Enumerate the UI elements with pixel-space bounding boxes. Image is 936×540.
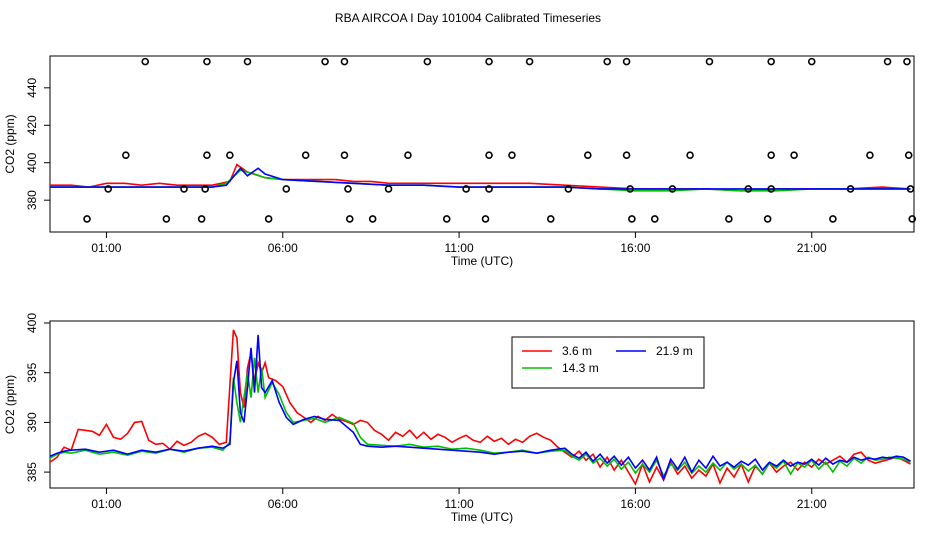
calibration-point xyxy=(628,215,636,223)
calibration-point xyxy=(790,151,798,160)
calibration-point xyxy=(763,215,772,223)
x-tick-label: 11:00 xyxy=(445,497,474,511)
calibration-point xyxy=(705,57,714,66)
y-axis-label: CO2 (ppm) xyxy=(3,375,17,434)
y-tick-label: 440 xyxy=(25,77,39,97)
calibration-point xyxy=(807,57,816,66)
x-tick-label: 16:00 xyxy=(620,497,650,511)
x-tick-label: 21:00 xyxy=(797,241,827,255)
x-tick-label: 06:00 xyxy=(268,241,298,255)
calibration-point xyxy=(767,185,775,193)
calibration-point xyxy=(622,57,631,66)
calibration-point xyxy=(264,215,273,223)
plot-frame xyxy=(49,320,915,489)
calibration-point xyxy=(104,185,112,193)
calibration-point xyxy=(404,151,412,160)
calibration-point xyxy=(744,185,753,193)
calibration-point xyxy=(626,185,634,193)
y-tick-label: 400 xyxy=(25,313,39,333)
calibration-point xyxy=(725,215,733,223)
legend-label: 3.6 m xyxy=(562,344,592,358)
calibration-point xyxy=(883,57,892,66)
chart-title: RBA AIRCOA I Day 101004 Calibrated Times… xyxy=(335,11,601,25)
calibration-point xyxy=(203,57,211,66)
bottom-panel: 01:00 06:00 11:00 16:00 21:00 385 390 395 400 Tim… xyxy=(3,313,915,524)
y-tick-label: 385 xyxy=(25,462,39,482)
calibration-point xyxy=(903,57,911,66)
calibration-point xyxy=(203,151,211,160)
calibration-point xyxy=(243,57,252,66)
calibration-point xyxy=(564,185,573,193)
x-tick-label: 06:00 xyxy=(268,497,298,511)
calibration-point xyxy=(340,57,349,66)
calibration-point xyxy=(141,57,150,66)
legend-label: 21.9 m xyxy=(656,344,693,358)
calibration-point xyxy=(481,215,490,223)
calibration-point xyxy=(485,185,493,193)
calibration-point xyxy=(767,57,775,66)
calibration-point xyxy=(906,185,915,193)
calibration-point xyxy=(603,57,611,66)
calibration-point xyxy=(904,151,913,160)
x-axis-label: Time (UTC) xyxy=(451,510,513,524)
calibration-point xyxy=(485,151,493,160)
legend: 3.6 m 14.3 m 21.9 m xyxy=(511,336,705,389)
calibration-point xyxy=(423,57,432,66)
calibration-point xyxy=(508,151,516,160)
calibration-point xyxy=(122,151,130,160)
calibration-point xyxy=(846,185,855,193)
calibration-point xyxy=(485,57,493,66)
legend-label: 14.3 m xyxy=(562,361,599,375)
x-axis-label: Time (UTC) xyxy=(451,254,513,268)
calibration-point xyxy=(622,151,631,160)
y-tick-label: 390 xyxy=(25,412,39,432)
x-tick-label: 01:00 xyxy=(91,497,121,511)
top-panel: 01:00 06:00 11:00 16:00 21:00 380 400 420 440 Tim… xyxy=(3,55,917,268)
calibration-point xyxy=(650,215,659,223)
calibration-point xyxy=(321,57,329,66)
calibration-point xyxy=(162,215,171,223)
calibration-point xyxy=(282,185,291,193)
calibration-point xyxy=(829,215,837,223)
plot-frame xyxy=(49,55,915,233)
x-tick-label: 16:00 xyxy=(620,241,650,255)
y-tick-label: 420 xyxy=(25,115,39,135)
calibration-point xyxy=(866,151,874,160)
legend-box xyxy=(511,336,705,389)
calibration-point xyxy=(583,151,592,160)
series-line-21-9-m xyxy=(50,334,911,482)
calibration-point xyxy=(201,185,209,193)
calibration-point xyxy=(546,215,555,223)
series-line-3-6-m xyxy=(50,329,911,486)
calibration-point xyxy=(442,215,451,223)
calibration-point xyxy=(462,185,470,193)
x-tick-label: 21:00 xyxy=(797,497,827,511)
calibration-point xyxy=(180,185,188,193)
calibration-point xyxy=(767,151,775,160)
calibration-point xyxy=(668,185,677,193)
x-tick-label: 01:00 xyxy=(91,241,121,255)
calibration-point xyxy=(368,215,377,223)
calibration-point xyxy=(301,151,310,160)
calibration-point xyxy=(525,57,534,66)
y-tick-label: 380 xyxy=(25,190,39,210)
calibration-point xyxy=(686,151,694,160)
calibration-point xyxy=(340,151,349,160)
calibration-point xyxy=(226,151,234,160)
series-line-s2 xyxy=(50,167,911,190)
y-axis-label: CO2 (ppm) xyxy=(3,114,17,173)
y-tick-label: 400 xyxy=(25,152,39,172)
calibration-point xyxy=(344,185,352,193)
y-tick-label: 395 xyxy=(25,362,39,382)
calibration-point xyxy=(83,215,91,223)
calibration-point xyxy=(197,215,206,223)
x-tick-label: 11:00 xyxy=(445,241,474,255)
series-line-14-3-m xyxy=(50,357,911,478)
calibration-point xyxy=(908,215,917,223)
calibration-point xyxy=(384,185,393,193)
calibration-point xyxy=(345,215,354,223)
